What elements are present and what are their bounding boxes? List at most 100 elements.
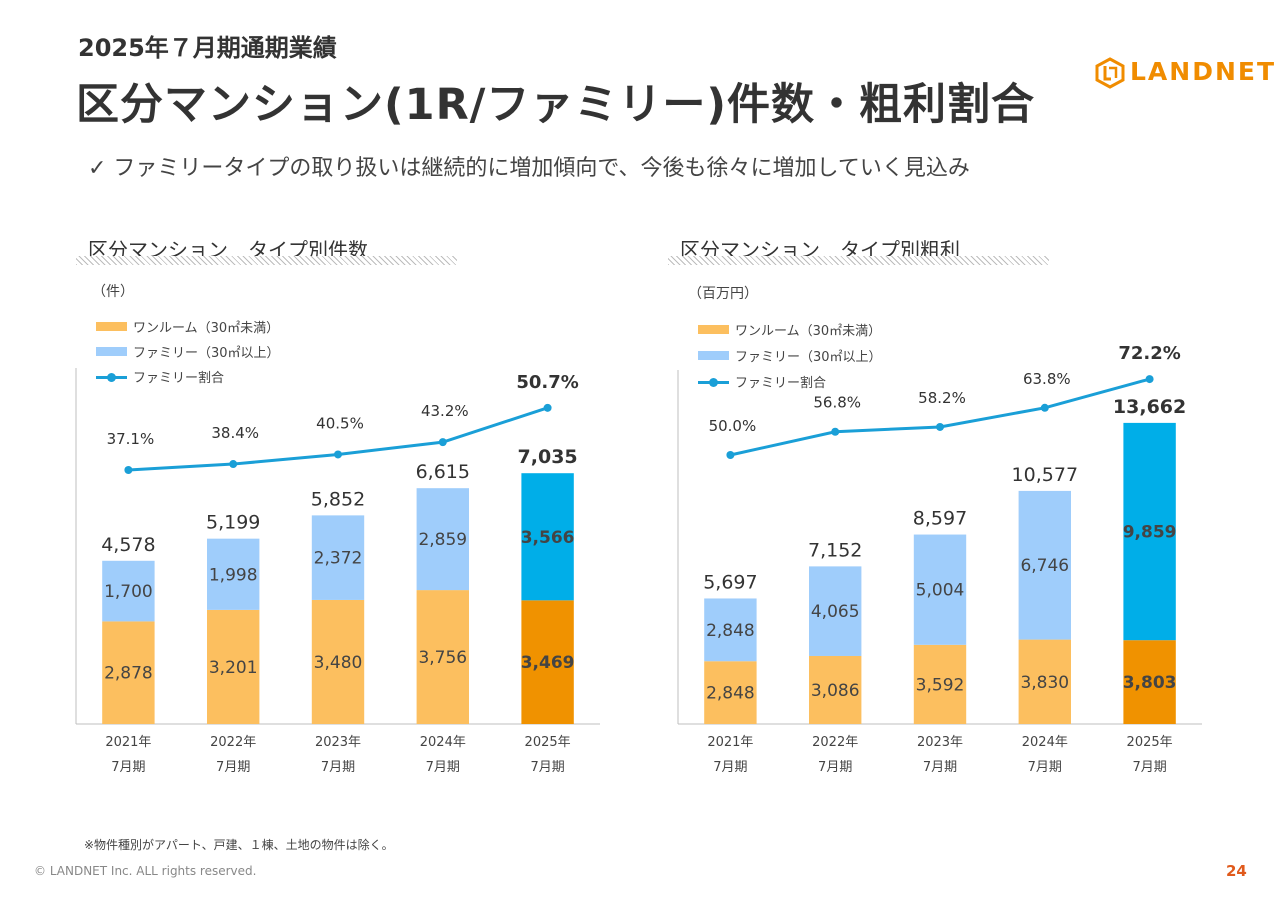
tick-label-period: 7月期	[111, 760, 145, 775]
data-label-family: 4,065	[811, 602, 860, 622]
data-label-oneroom: 3,592	[916, 675, 965, 695]
legend-swatch-family	[698, 351, 729, 360]
page-number: 24	[1226, 862, 1247, 880]
data-label-total: 7,035	[518, 446, 578, 468]
data-label-total: 8,597	[913, 508, 967, 530]
data-label-total: 10,577	[1012, 464, 1078, 486]
ratio-label: 58.2%	[918, 389, 966, 407]
bar-family	[913, 534, 967, 645]
bar-oneroom	[416, 590, 469, 724]
legend-label: ファミリー割合	[133, 371, 225, 386]
legend-line-ratio	[96, 370, 127, 384]
left-title-underline	[76, 256, 457, 265]
legend-line-ratio	[698, 375, 729, 389]
tick-label-year: 2022年	[210, 735, 256, 750]
ratio-label: 50.0%	[709, 417, 757, 435]
copyright: © LANDNET Inc. ALL rights reserved.	[34, 864, 257, 878]
bar-oneroom	[1123, 640, 1176, 724]
data-label-oneroom: 3,803	[1123, 673, 1177, 693]
data-label-total: 5,199	[206, 512, 260, 534]
logo-text: LANDNET	[1130, 57, 1277, 86]
key-message: ✓ ファミリータイプの取り扱いは継続的に増加傾向で、今後も徐々に増加していく見込…	[88, 156, 970, 181]
ratio-label: 50.7%	[516, 372, 578, 393]
bar-family	[1123, 422, 1176, 641]
data-label-oneroom: 3,201	[209, 658, 258, 678]
bar-family	[809, 566, 862, 656]
ratio-label: 37.1%	[107, 430, 155, 448]
ratio-point	[124, 466, 133, 474]
tick-label-year: 2023年	[917, 735, 963, 750]
footnote: ※物件種別がアパート、戸建、１棟、土地の物件は除く。	[84, 838, 394, 852]
right-legend-family: ファミリー（30㎡以上）	[698, 346, 882, 365]
data-label-total: 7,152	[808, 539, 862, 561]
ratio-point	[1145, 375, 1154, 384]
right-title-underline	[668, 256, 1049, 265]
ratio-point	[543, 403, 552, 412]
right-chart-plot: 2,848 2,848 5,697 2021年 7月期 3,086 4,065 7,152 20…	[677, 343, 1202, 775]
tick-label-period: 7月期	[818, 760, 852, 775]
data-label-oneroom: 3,480	[314, 653, 363, 673]
data-label-total: 6,615	[416, 461, 470, 483]
left-legend-oneroom: ワンルーム（30㎡未満）	[96, 317, 279, 336]
bar-oneroom	[913, 644, 967, 724]
right-legend-oneroom: ワンルーム（30㎡未満）	[698, 320, 881, 339]
tick-label-period: 7月期	[321, 760, 355, 775]
tick-label-period: 7月期	[426, 760, 460, 775]
left-legend-ratio: ファミリー割合	[96, 367, 224, 386]
tick-label-period: 7月期	[216, 760, 250, 775]
data-label-family: 1,998	[209, 565, 258, 585]
data-label-oneroom: 3,086	[811, 681, 860, 701]
ratio-label: 63.8%	[1023, 370, 1071, 388]
bar-family	[416, 488, 469, 591]
bar-oneroom	[809, 655, 862, 724]
right-legend-ratio: ファミリー割合	[698, 372, 826, 391]
data-label-family: 2,848	[706, 621, 755, 641]
tick-label-year: 2024年	[1022, 735, 1068, 750]
bar-oneroom	[102, 621, 155, 724]
bar-oneroom	[704, 661, 757, 724]
ratio-point	[229, 460, 238, 469]
ratio-point	[831, 427, 840, 436]
tick-label-year: 2021年	[707, 735, 753, 750]
ratio-label: 40.5%	[316, 414, 364, 432]
ratio-point	[438, 438, 447, 447]
legend-label: ファミリー割合	[735, 376, 827, 391]
ratio-point	[726, 451, 735, 459]
data-label-oneroom: 3,756	[418, 648, 467, 668]
tick-label-year: 2025年	[525, 735, 571, 750]
tick-label-year: 2022年	[812, 735, 858, 750]
bar-family	[521, 473, 574, 601]
data-label-family: 1,700	[104, 582, 153, 602]
data-label-oneroom: 3,469	[521, 653, 575, 673]
data-label-total: 5,852	[311, 488, 365, 510]
data-label-family: 6,746	[1020, 556, 1069, 576]
bar-family	[102, 560, 155, 622]
legend-label: ワンルーム（30㎡未満）	[735, 324, 882, 339]
bar-family	[1018, 490, 1071, 640]
ratio-point	[334, 450, 342, 459]
bar-family	[207, 538, 260, 610]
data-label-family: 5,004	[916, 581, 965, 601]
ratio-label: 56.8%	[813, 394, 861, 412]
logo-mark-icon	[1095, 57, 1125, 89]
data-label-family: 3,566	[521, 528, 575, 548]
right-chart-unit: （百万円）	[688, 286, 758, 302]
bar-oneroom	[207, 609, 260, 724]
legend-label: ファミリー（30㎡以上）	[133, 346, 280, 361]
legend-swatch-oneroom	[698, 325, 729, 334]
left-chart-plot: 2,878 1,700 4,578 2021年 7月期 3,201 1,998 5,199 20…	[75, 368, 600, 775]
legend-label: ワンルーム（30㎡未満）	[133, 321, 280, 336]
data-label-oneroom: 3,830	[1020, 673, 1069, 693]
page-subtitle: 2025年７月期通期業績	[78, 34, 337, 62]
tick-label-period: 7月期	[713, 760, 747, 775]
ratio-label: 43.2%	[421, 402, 469, 420]
page-title: 区分マンション(1R/ファミリー)件数・粗利割合	[76, 80, 1036, 130]
tick-label-period: 7月期	[1028, 760, 1062, 775]
data-label-total: 13,662	[1113, 396, 1186, 418]
data-label-total: 5,697	[703, 571, 757, 593]
bar-family	[311, 515, 365, 600]
ratio-label: 38.4%	[211, 424, 259, 442]
data-label-family: 2,859	[418, 530, 467, 550]
data-label-oneroom: 2,878	[104, 664, 153, 684]
tick-label-year: 2025年	[1127, 735, 1173, 750]
